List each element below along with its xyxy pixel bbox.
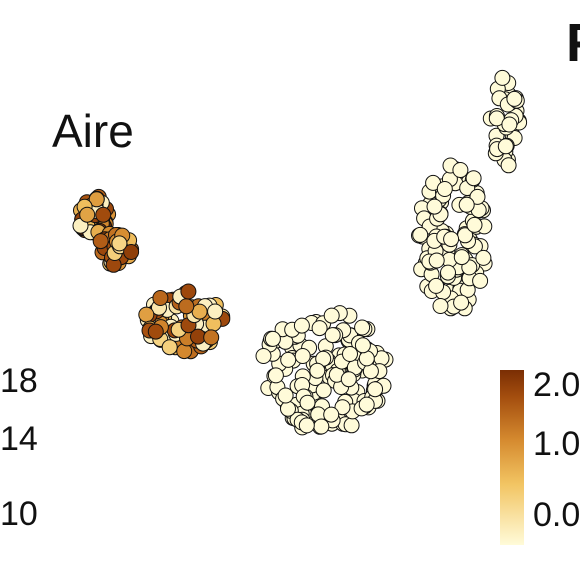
data-point (178, 298, 195, 315)
data-point (79, 206, 96, 223)
data-point (88, 191, 105, 208)
data-point (138, 306, 155, 323)
data-point (501, 116, 518, 133)
data-point (453, 249, 470, 266)
data-point (267, 367, 284, 384)
data-point (432, 298, 449, 314)
colorbar (500, 370, 524, 545)
y-tick-label: 18 (0, 362, 38, 400)
panel-label: F (566, 12, 580, 74)
data-point (367, 381, 384, 398)
data-point (428, 252, 445, 269)
data-point (280, 400, 296, 417)
data-point (453, 294, 470, 311)
data-point (323, 307, 340, 324)
data-point (280, 351, 297, 368)
data-point (203, 329, 220, 346)
data-point (334, 399, 351, 416)
data-point (354, 319, 371, 336)
data-point (161, 339, 178, 356)
data-point (323, 406, 340, 423)
data-point (475, 249, 492, 266)
data-point (298, 417, 315, 434)
data-point (180, 283, 197, 300)
data-point (494, 69, 511, 86)
data-point (469, 188, 486, 205)
data-point (299, 394, 316, 411)
data-point (147, 323, 164, 340)
data-point (152, 290, 169, 306)
data-point (293, 317, 310, 334)
data-point (440, 264, 456, 281)
data-point (324, 327, 341, 344)
data-point (354, 337, 371, 354)
data-point (342, 346, 358, 362)
data-point (191, 303, 208, 320)
chart-title: Aire (52, 105, 134, 157)
data-point (315, 382, 332, 399)
colorbar-tick-label: 0.0 (533, 496, 580, 534)
data-point (426, 198, 443, 215)
data-point (500, 157, 517, 174)
data-points (72, 69, 528, 436)
data-point (309, 362, 326, 379)
data-point (92, 233, 109, 250)
data-point (255, 348, 272, 364)
colorbar-tick-label: 1.0 (533, 425, 580, 463)
data-point (294, 348, 311, 364)
data-point (343, 417, 360, 434)
data-point (277, 387, 294, 404)
data-point (340, 371, 357, 388)
data-point (443, 231, 460, 248)
data-point (412, 226, 429, 243)
data-point (311, 320, 328, 337)
data-point (428, 277, 445, 294)
y-tick-label: 10 (0, 495, 38, 533)
data-point (466, 216, 483, 233)
data-point (472, 272, 489, 289)
data-point (452, 162, 469, 178)
data-point (111, 235, 128, 252)
data-point (207, 303, 224, 320)
data-point (497, 138, 514, 155)
data-point (123, 244, 140, 260)
data-point (95, 206, 112, 223)
data-point (358, 396, 375, 413)
data-point (436, 181, 453, 197)
y-tick-label: 14 (0, 420, 38, 458)
data-point (313, 418, 330, 435)
data-point (264, 330, 281, 347)
data-point (465, 170, 482, 187)
data-point (458, 196, 475, 213)
colorbar-tick-label: 2.0 (533, 366, 580, 404)
data-point (506, 90, 523, 107)
